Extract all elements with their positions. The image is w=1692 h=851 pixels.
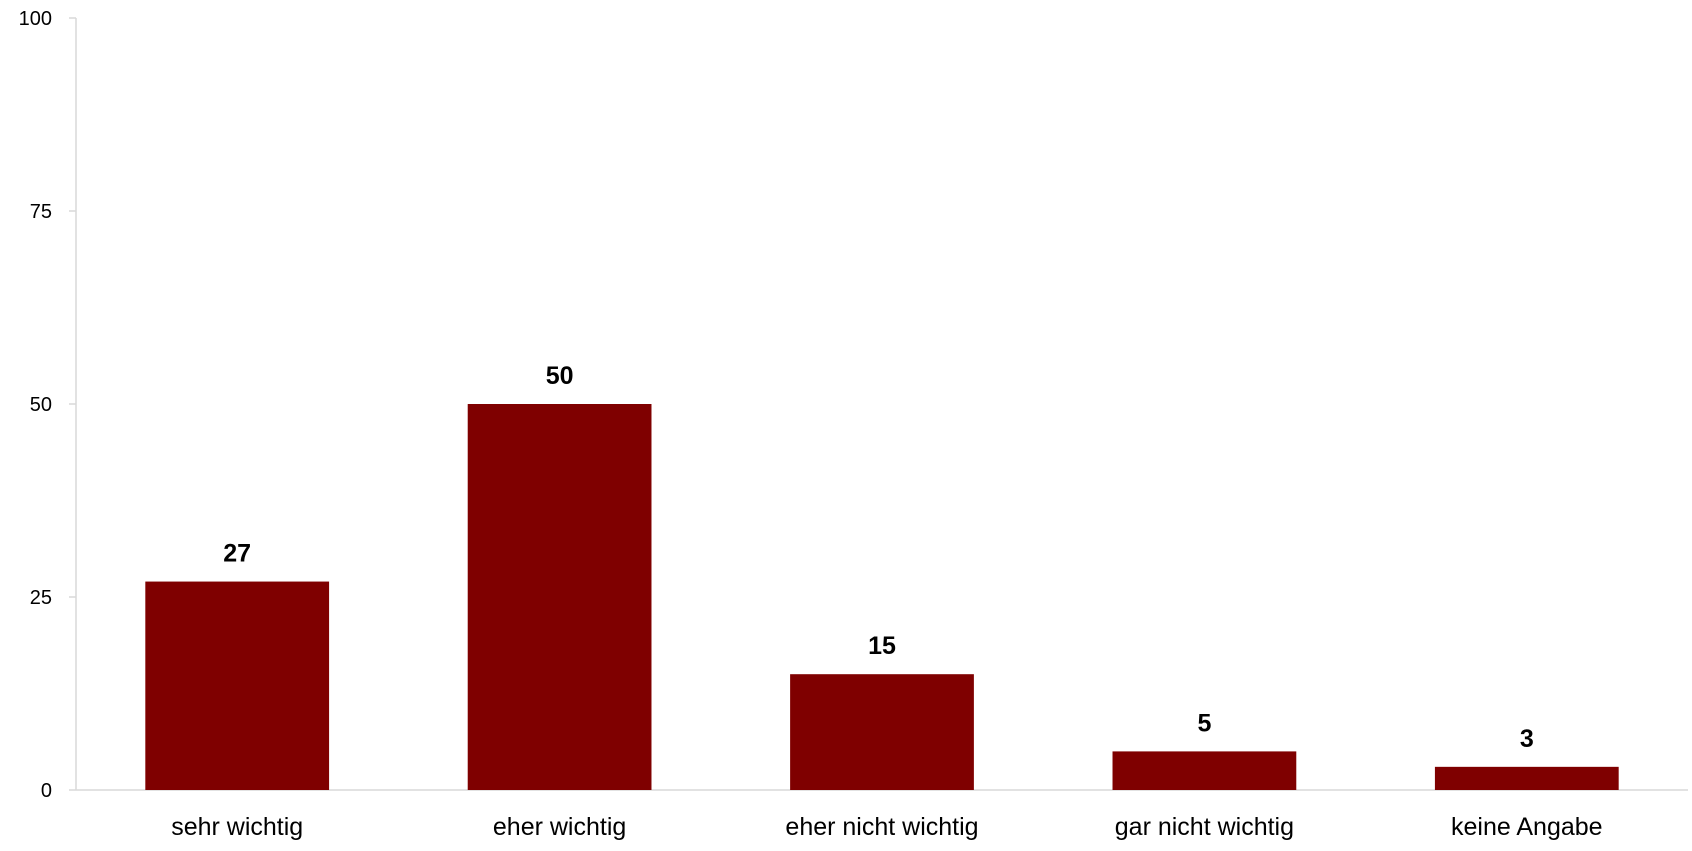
y-tick-label: 100	[19, 8, 52, 30]
bar	[1112, 751, 1297, 790]
data-label: 3	[1520, 725, 1534, 753]
y-axis: 0 25 50 75 100	[19, 8, 77, 802]
bar	[145, 581, 330, 790]
bar	[790, 674, 974, 790]
category-labels: sehr wichtig eher wichtig eher nicht wicht…	[171, 813, 1602, 841]
x-tick-label: eher nicht wichtig	[785, 813, 978, 841]
data-label: 5	[1197, 709, 1211, 737]
bar	[467, 404, 652, 790]
y-tick-label: 50	[30, 394, 52, 416]
x-tick-label: eher wichtig	[493, 813, 626, 841]
y-tick-label: 25	[30, 587, 52, 609]
bar	[1434, 766, 1619, 790]
data-label: 15	[868, 632, 896, 660]
y-tick-label: 75	[30, 201, 52, 223]
y-tick-label: 0	[41, 780, 52, 802]
x-tick-label: sehr wichtig	[171, 813, 303, 841]
data-label: 27	[223, 540, 251, 568]
x-tick-label: gar nicht wichtig	[1115, 813, 1294, 841]
data-labels: 27 50 15 5 3	[223, 362, 1533, 753]
bars	[145, 404, 1619, 790]
x-tick-label: keine Angabe	[1451, 813, 1603, 841]
data-label: 50	[546, 362, 574, 390]
